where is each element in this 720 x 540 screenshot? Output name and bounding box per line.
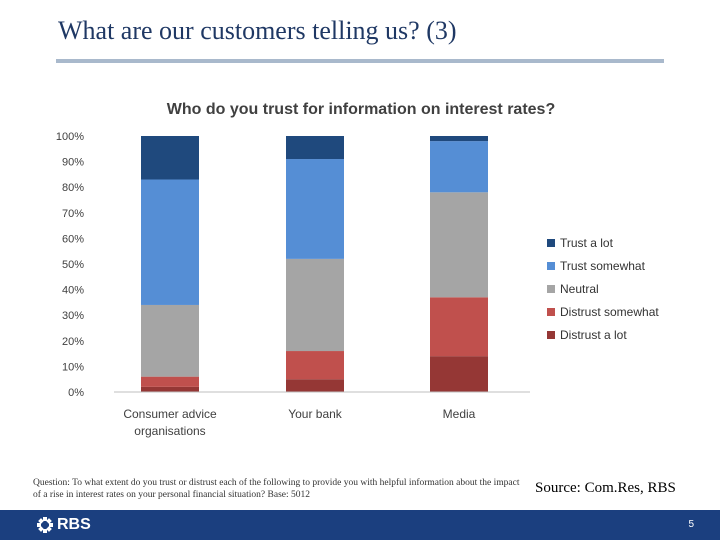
survey-question-note: Question: To what extent do you trust or… xyxy=(33,478,520,500)
legend-item: Distrust somewhat xyxy=(547,300,659,323)
bar-segment xyxy=(141,304,199,377)
x-category-label: Your bank xyxy=(288,407,343,421)
y-tick-label: 30% xyxy=(62,310,84,322)
legend-item: Neutral xyxy=(547,277,659,300)
x-category-label: organisations xyxy=(134,424,205,438)
bar-segment xyxy=(286,136,344,160)
chart-legend: Trust a lot Trust somewhat Neutral Distrust… xyxy=(547,231,659,346)
legend-label: Trust somewhat xyxy=(560,258,645,273)
bar-segment xyxy=(141,136,199,180)
bar-segment xyxy=(286,379,344,392)
page-number: 5 xyxy=(688,519,694,530)
rbs-daisy-icon xyxy=(37,517,53,533)
legend-swatch xyxy=(547,261,555,270)
y-tick-label: 10% xyxy=(62,361,84,373)
bar-segment xyxy=(430,192,488,298)
bar-segment xyxy=(286,258,344,352)
bar-segment xyxy=(430,297,488,357)
legend-swatch xyxy=(547,238,555,247)
legend-swatch xyxy=(547,284,555,293)
bar-segment xyxy=(430,356,488,392)
bar-segment xyxy=(141,376,199,387)
stacked-bar-chart: Who do you trust for information on inte… xyxy=(56,101,555,438)
legend-label: Neutral xyxy=(560,281,599,296)
bar-segment xyxy=(286,159,344,259)
y-tick-label: 50% xyxy=(62,259,84,271)
x-category-label: Media xyxy=(443,407,476,421)
legend-label: Distrust somewhat xyxy=(560,304,659,319)
title-underline xyxy=(56,59,664,63)
x-category-label: Consumer advice xyxy=(123,407,217,421)
footer-bar: RBS 5 xyxy=(0,510,720,540)
y-tick-label: 20% xyxy=(62,336,84,348)
y-tick-label: 100% xyxy=(56,131,84,143)
y-tick-label: 70% xyxy=(62,208,84,220)
y-tick-label: 90% xyxy=(62,157,84,169)
source-note: Source: Com.Res, RBS xyxy=(535,480,676,496)
legend-item: Trust a lot xyxy=(547,231,659,254)
y-tick-label: 60% xyxy=(62,233,84,245)
bar-segment xyxy=(430,136,488,142)
y-tick-label: 80% xyxy=(62,182,84,194)
legend-swatch xyxy=(547,307,555,316)
bar-segment xyxy=(141,179,199,305)
legend-item: Distrust a lot xyxy=(547,323,659,346)
legend-label: Trust a lot xyxy=(560,235,613,250)
rbs-logo: RBS xyxy=(36,516,91,534)
chart-title: Who do you trust for information on inte… xyxy=(167,101,555,118)
legend-label: Distrust a lot xyxy=(560,327,627,342)
legend-swatch xyxy=(547,330,555,339)
bar-segment xyxy=(430,141,488,193)
bar-segment xyxy=(141,386,199,392)
y-tick-label: 40% xyxy=(62,285,84,297)
slide-title: What are our customers telling us? (3) xyxy=(58,16,457,45)
bar-segment xyxy=(286,351,344,380)
y-tick-label: 0% xyxy=(68,387,84,399)
logo-text: RBS xyxy=(57,516,91,533)
legend-item: Trust somewhat xyxy=(547,254,659,277)
